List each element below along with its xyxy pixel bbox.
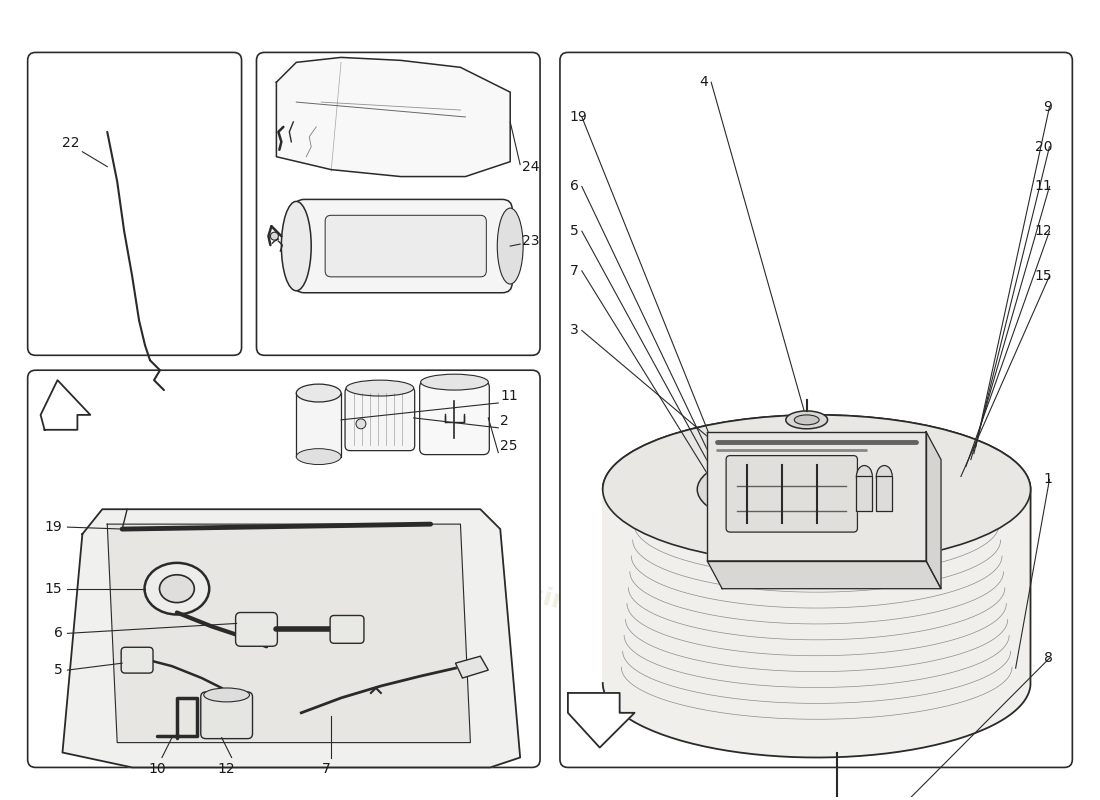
Text: 20: 20 [1035,140,1053,154]
Text: 24: 24 [522,160,540,174]
Text: 22: 22 [63,136,80,150]
Text: 4: 4 [700,75,708,90]
Ellipse shape [851,491,861,497]
Ellipse shape [782,478,851,502]
Text: 7: 7 [570,264,579,278]
Polygon shape [107,524,471,742]
Text: 15: 15 [1035,269,1053,283]
FancyBboxPatch shape [345,387,415,450]
Ellipse shape [804,485,829,494]
Polygon shape [41,380,90,430]
Text: 5: 5 [570,224,579,238]
Ellipse shape [794,415,820,425]
Text: 6: 6 [54,626,63,640]
FancyBboxPatch shape [295,199,513,293]
Circle shape [356,419,366,429]
FancyBboxPatch shape [256,53,540,355]
Text: 10: 10 [148,762,166,777]
FancyBboxPatch shape [560,53,1072,767]
Polygon shape [857,477,872,511]
FancyBboxPatch shape [235,613,277,646]
FancyBboxPatch shape [121,647,153,673]
Ellipse shape [812,502,821,506]
Text: 19: 19 [570,110,587,124]
Polygon shape [707,432,926,561]
FancyBboxPatch shape [28,53,242,355]
Text: 6: 6 [570,179,579,194]
Ellipse shape [877,466,892,487]
Ellipse shape [788,475,796,480]
Ellipse shape [697,448,936,531]
Text: 19: 19 [45,520,63,534]
Text: PARTES: PARTES [675,451,922,508]
Polygon shape [63,510,520,767]
Polygon shape [926,432,940,589]
FancyBboxPatch shape [28,370,540,767]
Polygon shape [877,477,892,511]
Ellipse shape [296,449,341,465]
Ellipse shape [420,374,488,390]
Text: a parts since 1985: a parts since 1985 [421,554,679,644]
Ellipse shape [857,466,872,487]
Ellipse shape [282,202,311,290]
Ellipse shape [772,491,781,497]
Text: 2: 2 [500,414,509,428]
Ellipse shape [204,688,250,702]
FancyBboxPatch shape [330,615,364,643]
Text: 12: 12 [218,762,235,777]
FancyBboxPatch shape [326,215,486,277]
Text: 11: 11 [1035,179,1053,194]
Ellipse shape [296,384,341,402]
Text: 8: 8 [1044,651,1053,665]
Polygon shape [296,393,341,457]
Polygon shape [276,58,510,177]
Ellipse shape [603,415,1031,564]
Text: 11: 11 [500,389,518,403]
Text: 15: 15 [45,582,63,596]
Ellipse shape [160,574,195,602]
Polygon shape [568,693,635,747]
Ellipse shape [497,208,524,284]
Polygon shape [603,415,1031,758]
Ellipse shape [837,475,846,480]
Text: 5: 5 [54,663,63,677]
Text: 25: 25 [500,438,518,453]
Text: 7: 7 [322,762,330,777]
Text: 9: 9 [1044,100,1053,114]
FancyBboxPatch shape [420,381,490,454]
Text: 23: 23 [522,234,540,248]
Polygon shape [707,561,940,589]
Ellipse shape [144,563,209,614]
Ellipse shape [346,380,414,396]
FancyBboxPatch shape [726,456,857,532]
Text: 12: 12 [1035,224,1053,238]
Polygon shape [455,656,488,678]
Text: 3: 3 [570,323,579,338]
Ellipse shape [785,411,827,429]
Text: 1: 1 [1044,473,1053,486]
FancyBboxPatch shape [201,692,253,738]
Circle shape [271,232,278,240]
